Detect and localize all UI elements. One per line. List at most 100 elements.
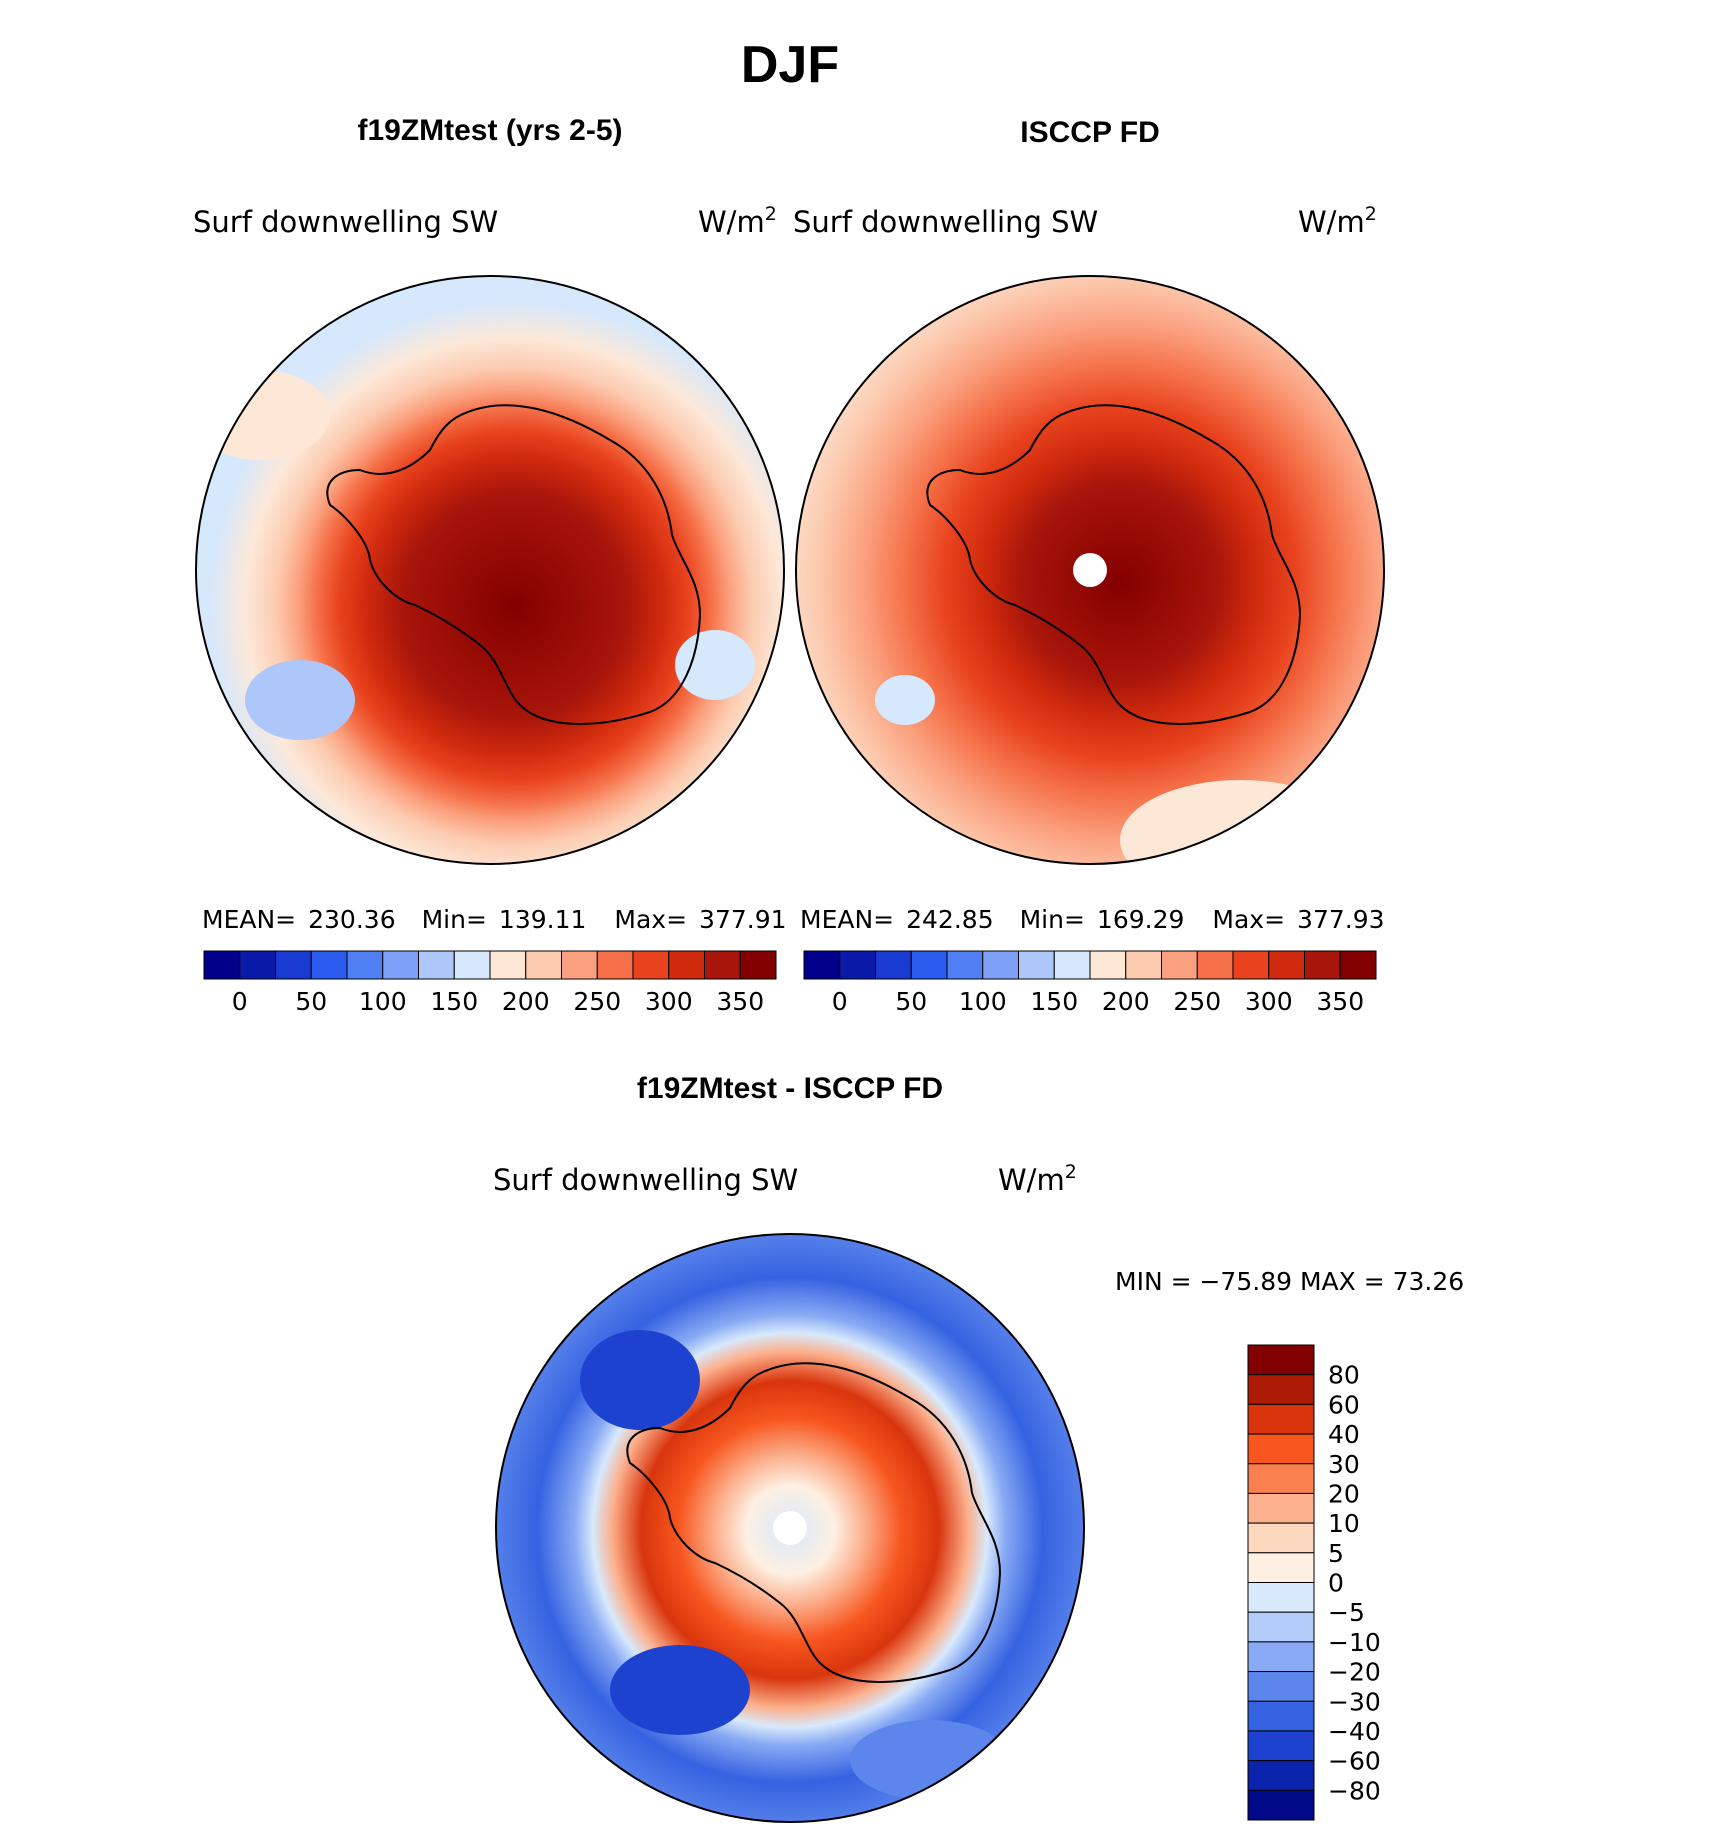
variable-label-obs: Surf downwelling SW (793, 205, 1098, 239)
colorbar-tick-obs-0: 0 (832, 987, 848, 1016)
colorbar-swatch-obs-8 (1089, 950, 1127, 980)
colorbar-swatch-diff-9 (1247, 1611, 1315, 1643)
polar-map-obs (795, 275, 1385, 865)
colorbar-tick-diff-0: 80 (1328, 1361, 1360, 1390)
panel-title-model: f19ZMtest (yrs 2-5) (357, 114, 622, 147)
colorbar-tick-model-0: 0 (232, 987, 248, 1016)
pole-hole-diff (773, 1511, 807, 1545)
colorbar-swatch-diff-13 (1247, 1730, 1315, 1762)
colorbar-tick-obs-1: 50 (895, 987, 927, 1016)
colorbar-tick-obs-6: 300 (1245, 987, 1293, 1016)
map-frame-model (195, 275, 785, 865)
colorbar-swatch-diff-14 (1247, 1760, 1315, 1791)
colorbar-swatch-diff-11 (1247, 1671, 1315, 1702)
stats-diff: MIN = −75.89 MAX = 73.26 (1115, 1267, 1464, 1296)
colorbar-swatch-diff-1 (1247, 1374, 1315, 1405)
colorbar-swatch-diff-4 (1247, 1463, 1315, 1494)
stats-obs: MEAN= 242.85 Min= 169.29 Max= 377.93 (800, 905, 1385, 934)
colorbar-swatch-model-1 (239, 950, 276, 980)
figure-title: DJF (741, 36, 839, 94)
colorbar-swatch-model-4 (346, 950, 384, 980)
map-frame-obs (795, 275, 1385, 865)
antarctica-outline-model (326, 404, 702, 725)
polar-map-diff (495, 1233, 1085, 1823)
colorbar-swatch-obs-0 (803, 950, 841, 980)
colorbar-swatch-obs-12 (1232, 950, 1270, 980)
colorbar-tick-obs-2: 100 (959, 987, 1007, 1016)
colorbar-swatch-diff-6 (1247, 1522, 1315, 1554)
units-label-diff: W/m2 (998, 1161, 1077, 1197)
colorbar-tick-obs-7: 350 (1316, 987, 1364, 1016)
colorbar-tick-diff-13: −60 (1328, 1747, 1381, 1776)
colorbar-tick-model-4: 200 (502, 987, 550, 1016)
colorbar-swatch-diff-10 (1247, 1641, 1315, 1673)
colorbar-model: 0 50 100 150 200 250 300 350 (203, 950, 777, 1016)
colorbar-swatch-obs-15 (1339, 950, 1377, 980)
colorbar-swatch-model-8 (489, 950, 527, 980)
colorbar-swatch-model-11 (596, 950, 634, 980)
colorbar-swatch-model-15 (739, 950, 777, 980)
colorbar-tick-model-6: 300 (645, 987, 693, 1016)
colorbar-swatch-diff-15 (1247, 1789, 1315, 1821)
colorbar-swatch-obs-13 (1268, 950, 1305, 980)
colorbar-tick-model-3: 150 (430, 987, 478, 1016)
colorbar-swatch-obs-5 (982, 950, 1019, 980)
colorbar-swatch-obs-3 (910, 950, 948, 980)
colorbar-swatch-obs-11 (1196, 950, 1234, 980)
stats-model: MEAN= 230.36 Min= 139.11 Max= 377.91 (202, 905, 787, 934)
colorbar-tick-diff-12: −40 (1328, 1717, 1381, 1746)
colorbar-obs: 0 50 100 150 200 250 300 350 (803, 950, 1377, 1016)
antarctica-outline-diff (626, 1362, 1002, 1683)
polar-map-model (195, 275, 785, 865)
colorbar-swatch-model-10 (561, 950, 598, 980)
colorbar-swatch-obs-10 (1161, 950, 1198, 980)
colorbar-swatch-diff-7 (1247, 1552, 1315, 1583)
colorbar-swatch-model-3 (310, 950, 348, 980)
colorbar-swatch-model-2 (275, 950, 312, 980)
panel-title-obs: ISCCP FD (1020, 116, 1159, 149)
colorbar-tick-model-7: 350 (716, 987, 764, 1016)
colorbar-swatch-model-7 (453, 950, 491, 980)
variable-label-model: Surf downwelling SW (193, 205, 498, 239)
colorbar-swatch-model-0 (203, 950, 241, 980)
map-frame-diff (495, 1233, 1085, 1823)
colorbar-swatch-diff-3 (1247, 1433, 1315, 1465)
colorbar-tick-model-1: 50 (295, 987, 327, 1016)
antarctica-outline-obs (926, 404, 1302, 725)
units-label-obs: W/m2 (1298, 203, 1377, 239)
colorbar-swatch-diff-12 (1247, 1700, 1315, 1732)
colorbar-swatch-obs-1 (839, 950, 876, 980)
colorbar-swatch-obs-4 (946, 950, 984, 980)
colorbar-swatch-obs-6 (1018, 950, 1055, 980)
colorbar-tick-diff-7: 0 (1328, 1569, 1344, 1598)
colorbar-swatch-model-5 (382, 950, 419, 980)
colorbar-tick-diff-2: 40 (1328, 1420, 1360, 1449)
colorbar-swatch-diff-2 (1247, 1403, 1315, 1435)
colorbar-swatch-diff-5 (1247, 1492, 1315, 1524)
colorbar-tick-diff-10: −20 (1328, 1658, 1381, 1687)
colorbar-swatch-model-6 (418, 950, 455, 980)
colorbar-tick-obs-4: 200 (1102, 987, 1150, 1016)
colorbar-swatch-model-13 (668, 950, 705, 980)
pole-hole-obs (1073, 553, 1107, 587)
colorbar-tick-diff-8: −5 (1328, 1598, 1365, 1627)
colorbar-swatch-obs-9 (1125, 950, 1162, 980)
colorbar-swatch-obs-7 (1053, 950, 1091, 980)
colorbar-tick-diff-4: 20 (1328, 1479, 1360, 1508)
colorbar-swatch-model-14 (704, 950, 741, 980)
colorbar-swatch-model-9 (525, 950, 562, 980)
colorbar-tick-diff-14: −80 (1328, 1776, 1381, 1805)
panel-title-diff: f19ZMtest - ISCCP FD (637, 1072, 943, 1105)
colorbar-tick-obs-5: 250 (1173, 987, 1221, 1016)
colorbar-tick-diff-3: 30 (1328, 1450, 1360, 1479)
colorbar-swatch-obs-14 (1304, 950, 1341, 980)
colorbar-swatch-diff-0 (1247, 1344, 1315, 1376)
units-label-model: W/m2 (698, 203, 777, 239)
colorbar-tick-model-2: 100 (359, 987, 407, 1016)
variable-label-diff: Surf downwelling SW (493, 1163, 798, 1197)
colorbar-tick-diff-11: −30 (1328, 1687, 1381, 1716)
colorbar-tick-diff-1: 60 (1328, 1390, 1360, 1419)
colorbar-swatch-model-12 (632, 950, 670, 980)
